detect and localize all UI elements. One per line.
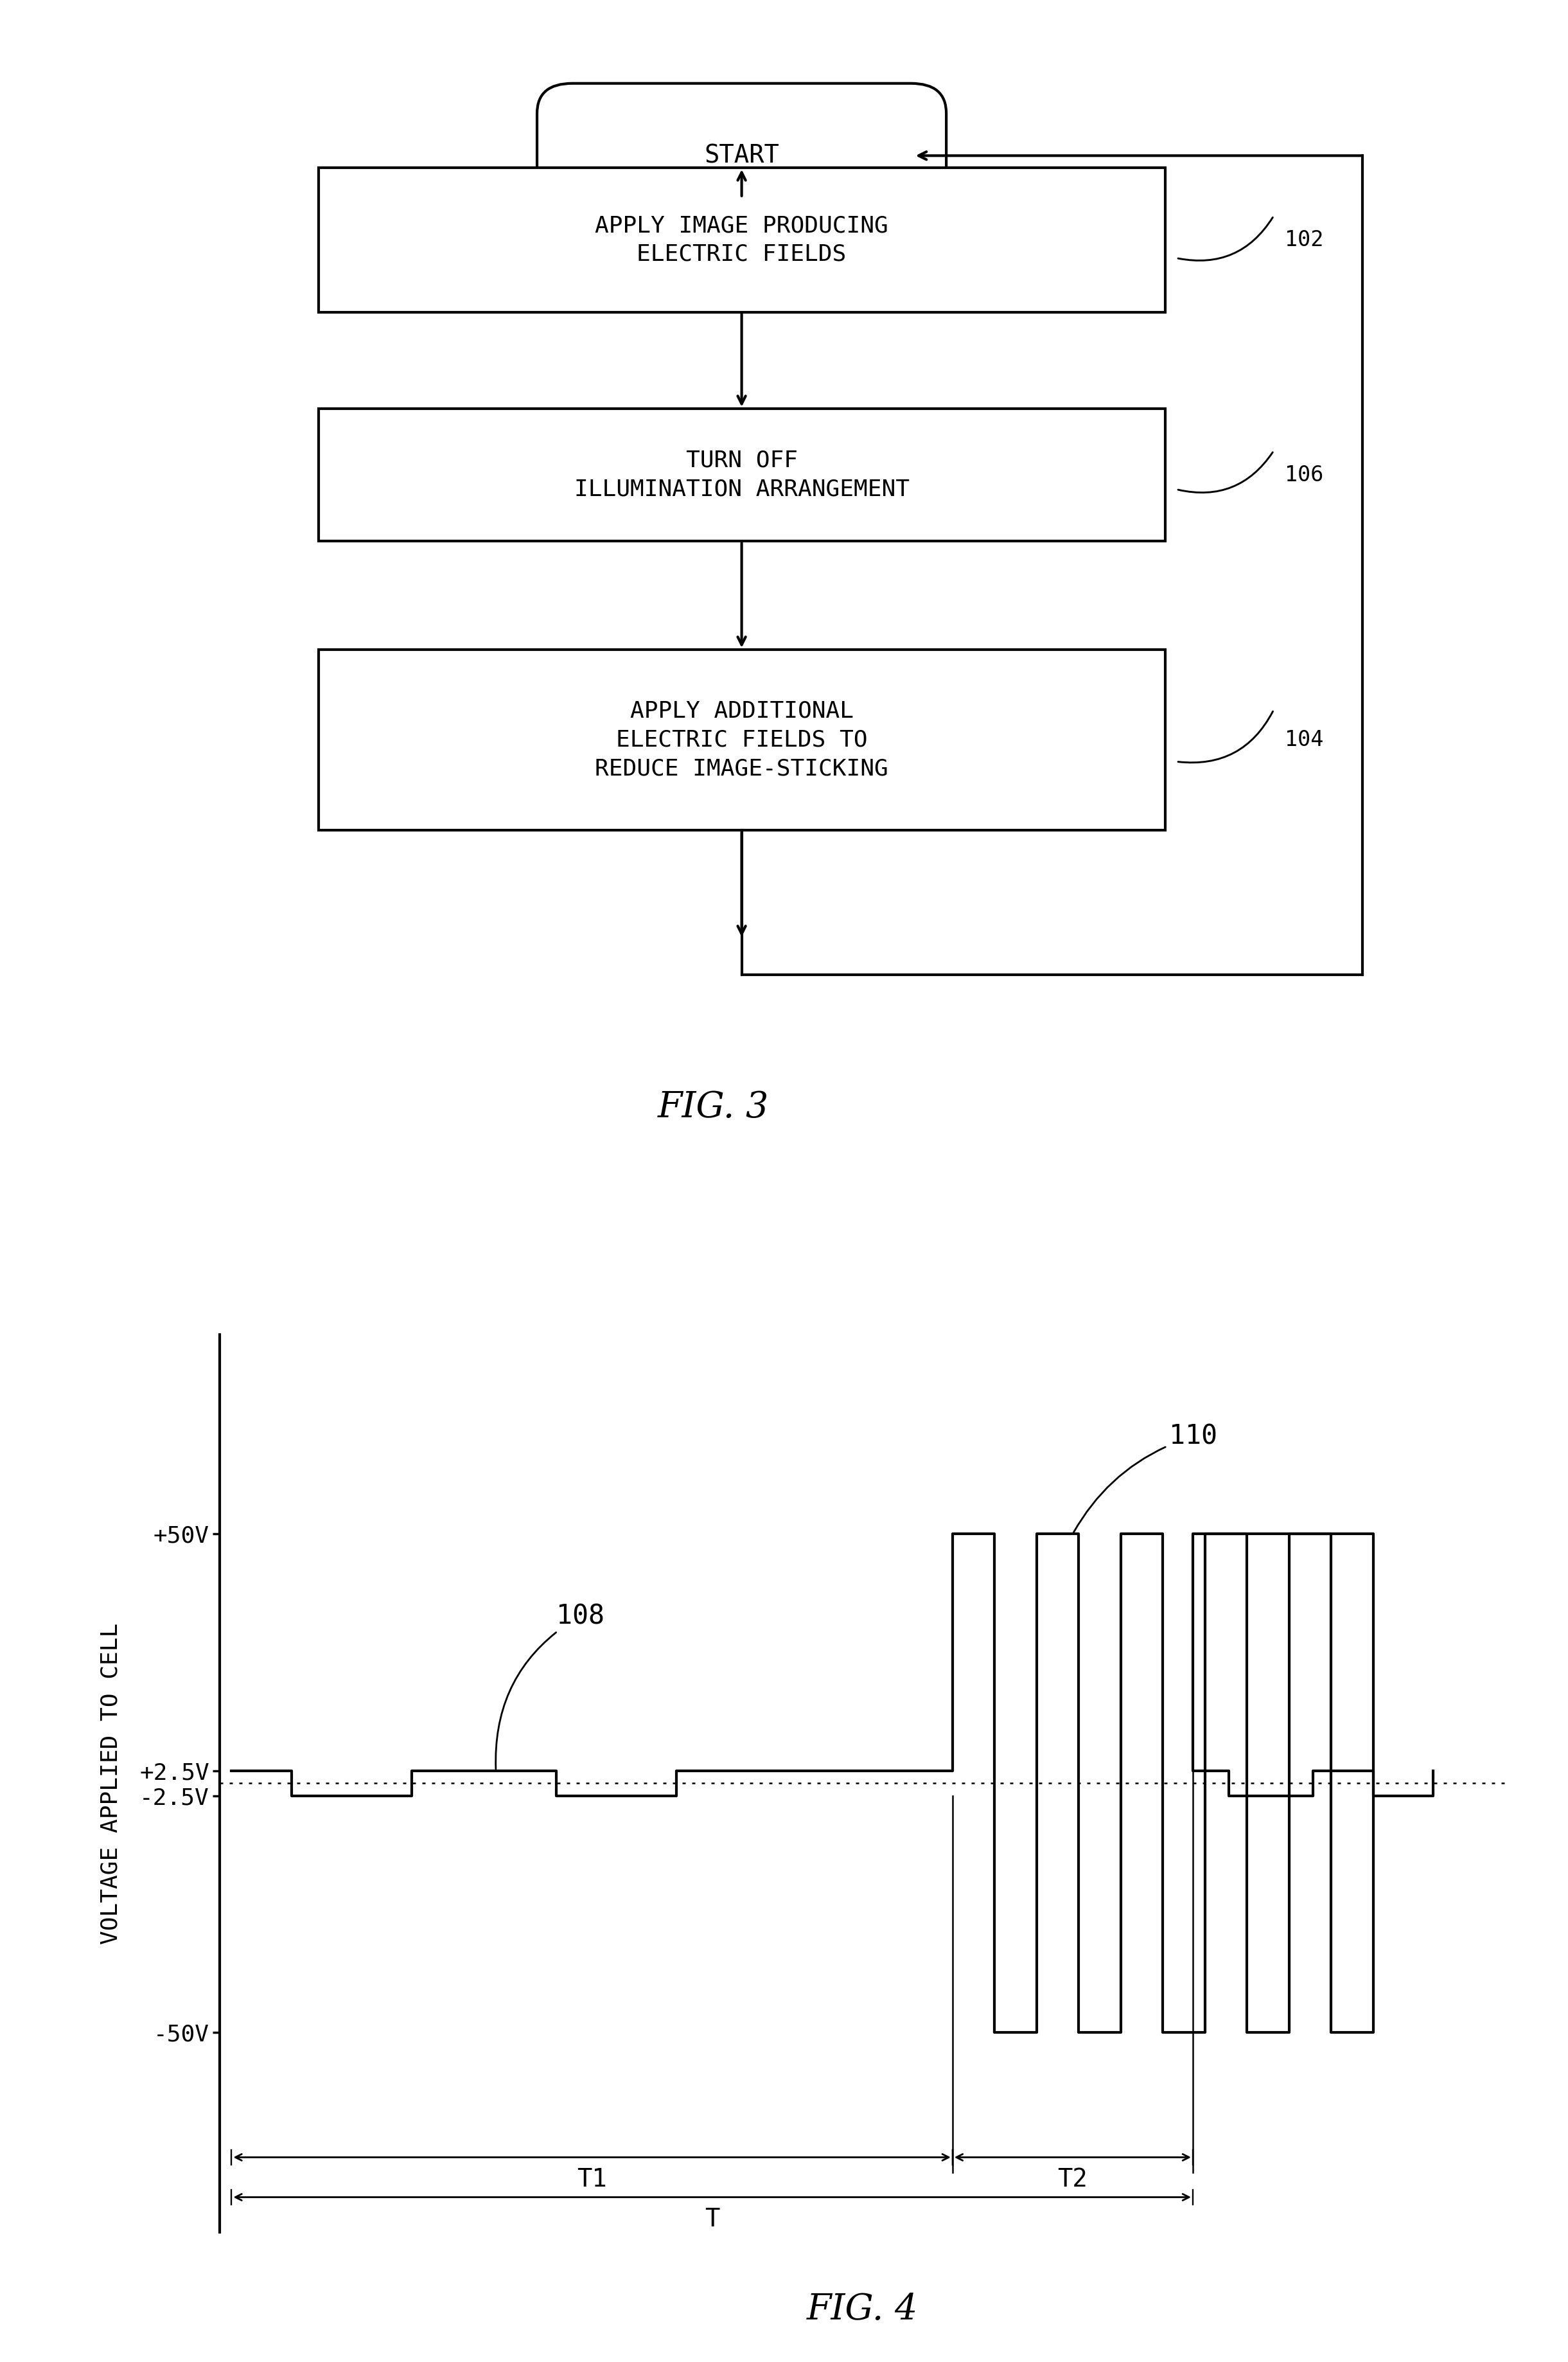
Text: FIG. 3: FIG. 3: [659, 1089, 768, 1124]
Text: FIG. 4: FIG. 4: [808, 2294, 917, 2327]
Text: 110: 110: [1074, 1422, 1217, 1533]
Y-axis label: VOLTAGE APPLIED TO CELL: VOLTAGE APPLIED TO CELL: [100, 1623, 122, 1944]
Bar: [318, 409, 1165, 541]
FancyBboxPatch shape: [536, 83, 947, 227]
Text: 102: 102: [1286, 229, 1323, 250]
Text: APPLY ADDITIONAL
ELECTRIC FIELDS TO
REDUCE IMAGE-STICKING: APPLY ADDITIONAL ELECTRIC FIELDS TO REDU…: [594, 699, 889, 779]
Text: 108: 108: [495, 1601, 604, 1769]
Bar: [318, 168, 1165, 312]
Text: APPLY IMAGE PRODUCING
ELECTRIC FIELDS: APPLY IMAGE PRODUCING ELECTRIC FIELDS: [594, 215, 889, 265]
Text: T2: T2: [1058, 2168, 1088, 2192]
Text: 106: 106: [1286, 465, 1323, 487]
Text: TURN OFF
ILLUMINATION ARRANGEMENT: TURN OFF ILLUMINATION ARRANGEMENT: [574, 449, 909, 501]
Text: START: START: [704, 144, 779, 168]
Text: T1: T1: [577, 2168, 607, 2192]
Text: 104: 104: [1286, 730, 1323, 751]
Text: T: T: [704, 2206, 720, 2232]
Bar: [318, 650, 1165, 831]
